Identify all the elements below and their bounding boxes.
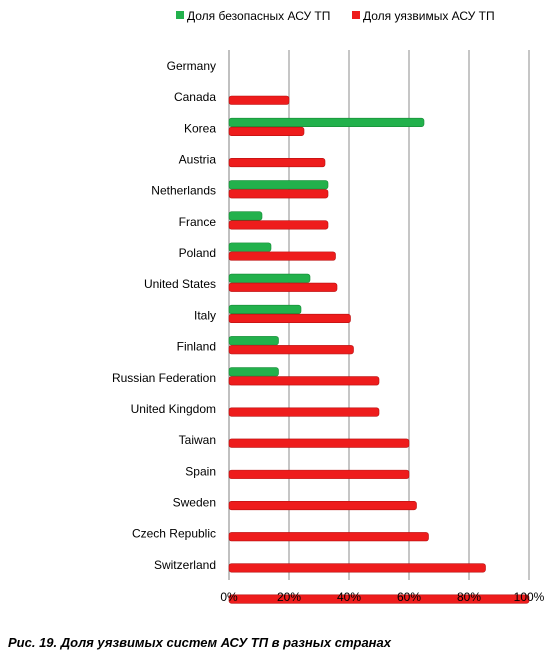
bar-vulnerable	[228, 251, 336, 261]
bar-vulnerable	[228, 313, 351, 324]
category-label: Italy	[194, 308, 216, 322]
legend-swatch-vulnerable	[352, 11, 360, 19]
bar-chart: Доля безопасных АСУ ТП Доля уязвимых АСУ…	[112, 9, 545, 604]
legend: Доля безопасных АСУ ТП Доля уязвимых АСУ…	[176, 9, 495, 23]
category-label: Canada	[174, 90, 216, 104]
category-label: Switzerland	[154, 558, 216, 572]
bar-vulnerable	[228, 469, 410, 479]
legend-label-vulnerable: Доля уязвимых АСУ ТП	[363, 9, 495, 23]
bar-vulnerable	[228, 500, 417, 511]
bar-vulnerable	[228, 158, 326, 168]
category-label: Taiwan	[179, 433, 216, 447]
category-label: France	[179, 215, 217, 229]
category-label: Netherlands	[151, 184, 216, 198]
bar-vulnerable	[228, 532, 429, 542]
category-label: United Kingdom	[131, 402, 216, 416]
bar-safe	[228, 336, 279, 346]
bar-vulnerable	[228, 376, 380, 386]
category-label: Czech Republic	[132, 527, 216, 541]
category-labels: Germany Canada Korea Austria Netherlands Fran…	[112, 59, 216, 572]
bar-safe	[228, 367, 279, 377]
bar-safe	[228, 242, 272, 252]
bar-vulnerable	[228, 563, 486, 573]
legend-label-safe: Доля безопасных АСУ ТП	[187, 9, 330, 23]
category-label: Poland	[179, 246, 216, 260]
bar-vulnerable	[228, 126, 305, 136]
bar-safe	[228, 304, 302, 315]
x-tick-label: 100%	[514, 590, 545, 604]
bars	[228, 95, 530, 604]
category-label: United States	[144, 277, 216, 291]
x-tick-label: 0%	[220, 590, 238, 604]
bar-vulnerable	[228, 282, 338, 292]
bar-safe	[228, 211, 263, 221]
bar-vulnerable	[228, 438, 410, 448]
bar-vulnerable	[228, 345, 354, 355]
category-label: Germany	[167, 59, 216, 73]
bar-safe	[228, 117, 425, 127]
category-label: Sweden	[173, 495, 216, 509]
x-tick-labels: 0% 20% 40% 60% 80% 100%	[220, 590, 544, 604]
x-tick-label: 60%	[397, 590, 421, 604]
x-tick-label: 20%	[277, 590, 301, 604]
category-label: Finland	[177, 340, 216, 354]
category-label: Korea	[184, 121, 216, 135]
figure-caption: Рис. 19. Доля уязвимых систем АСУ ТП в р…	[8, 635, 391, 650]
category-label: Spain	[185, 464, 216, 478]
bar-safe	[228, 180, 329, 190]
bar-vulnerable	[228, 189, 329, 199]
legend-swatch-safe	[176, 11, 184, 19]
x-tick-label: 80%	[457, 590, 481, 604]
bar-vulnerable	[228, 220, 329, 230]
bar-vulnerable	[228, 407, 380, 417]
category-label: Russian Federation	[112, 371, 216, 385]
category-label: Austria	[179, 153, 217, 167]
bar-vulnerable	[228, 594, 530, 604]
bar-safe	[228, 273, 311, 283]
x-tick-label: 40%	[337, 590, 361, 604]
bar-vulnerable	[228, 95, 290, 105]
